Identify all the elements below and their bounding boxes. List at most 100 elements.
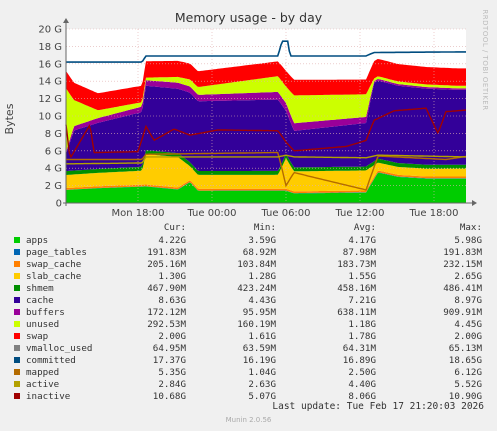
y-tick-label: 14 G <box>38 77 62 88</box>
x-tick-label: Tue 18:00 <box>408 208 458 219</box>
area-swap_cache <box>66 170 466 194</box>
legend-series-name: slab_cache <box>26 271 82 282</box>
y-tick-label: 4 G <box>45 164 62 175</box>
legend-value-max: 191.83M <box>443 247 482 258</box>
legend-series-name: committed <box>26 355 76 366</box>
legend-value-avg: 16.89G <box>342 355 376 366</box>
legend-value-max: 5.98G <box>454 235 482 246</box>
legend-series-name: swap_cache <box>26 259 82 270</box>
legend-value-min: 95.95M <box>242 307 276 318</box>
legend-swatch <box>14 369 20 375</box>
legend-row-apps: apps 4.22G 3.59G 4.17G 5.98G <box>0 235 497 246</box>
legend-value-max: 909.91M <box>443 307 482 318</box>
munin-version: Munin 2.0.56 <box>225 416 272 424</box>
legend-value-max: 10.90G <box>448 391 482 402</box>
legend-value-min: 423.24M <box>237 283 276 294</box>
area-page_tables <box>66 172 466 194</box>
legend-series-name: page_tables <box>26 247 87 258</box>
legend-series-name: vmalloc_used <box>26 343 93 354</box>
legend-value-cur: 2.84G <box>158 379 186 390</box>
legend-value-min: 160.19M <box>237 319 276 330</box>
y-tick-label: 20 G <box>38 25 62 36</box>
legend-value-avg: 8.06G <box>348 391 376 402</box>
legend-value-max: 2.65G <box>454 271 482 282</box>
legend-value-max: 65.13M <box>448 343 482 354</box>
legend-value-avg: 1.55G <box>348 271 376 282</box>
y-tick-label: 12 G <box>38 94 62 105</box>
legend-swatch <box>14 309 20 315</box>
legend-value-cur: 4.22G <box>158 235 186 246</box>
legend-value-cur: 17.37G <box>152 355 186 366</box>
y-tick-label: 18 G <box>38 42 62 53</box>
legend-series-name: swap <box>26 331 49 342</box>
legend-value-min: 63.59M <box>242 343 276 354</box>
chart-title: Memory usage - by day <box>174 10 323 25</box>
legend-value-avg: 87.98M <box>342 247 376 258</box>
legend-swatch <box>14 285 20 291</box>
legend-value-min: 68.92M <box>242 247 276 258</box>
area-swap <box>66 59 466 111</box>
legend-value-cur: 172.12M <box>147 307 186 318</box>
legend-series-name: shmem <box>26 283 54 294</box>
legend-value-avg: 458.16M <box>337 283 376 294</box>
legend-value-min: 2.63G <box>248 379 276 390</box>
legend-swatch <box>14 237 20 243</box>
legend-value-max: 18.65G <box>448 355 482 366</box>
y-tick-label: 6 G <box>45 146 62 157</box>
legend-value-min: 4.43G <box>248 295 276 306</box>
legend-swatch <box>14 249 20 255</box>
legend-swatch <box>14 357 20 363</box>
legend-header-cur: Cur: <box>163 222 186 233</box>
legend-series-name: unused <box>26 319 60 330</box>
legend-swatch <box>14 333 20 339</box>
legend-row-buffers: buffers 172.12M 95.95M 638.11M 909.91M <box>0 307 497 318</box>
x-tick-label: Tue 00:00 <box>186 208 236 219</box>
legend-row-vmalloc_used: vmalloc_used 64.95M 63.59M 64.31M 65.13M <box>0 343 497 354</box>
line-inactive <box>65 107 467 159</box>
legend-value-cur: 5.35G <box>158 367 186 378</box>
area-unused <box>66 76 466 152</box>
legend-value-avg: 4.17G <box>348 235 376 246</box>
area-shmem <box>66 150 466 175</box>
legend-swatch <box>14 393 20 399</box>
legend-value-avg: 1.78G <box>348 331 376 342</box>
legend-value-min: 1.61G <box>248 331 276 342</box>
legend-value-min: 5.07G <box>248 391 276 402</box>
legend-value-avg: 4.40G <box>348 379 376 390</box>
legend-row-committed: committed 17.37G 16.19G 16.89G 18.65G <box>0 355 497 366</box>
x-tick-label: Tue 12:00 <box>334 208 384 219</box>
y-tick-label: 8 G <box>45 129 62 140</box>
legend-header-avg: Avg: <box>353 222 376 233</box>
legend-value-min: 1.28G <box>248 271 276 282</box>
legend-row-swap: swap 2.00G 1.61G 1.78G 2.00G <box>0 331 497 342</box>
x-axis-arrow <box>472 200 477 206</box>
legend-value-min: 3.59G <box>248 235 276 246</box>
y-axis-arrow <box>63 18 69 23</box>
area-cache <box>66 80 466 172</box>
legend-series-name: apps <box>26 235 49 246</box>
y-tick-label: 0 <box>56 199 62 210</box>
legend-value-avg: 183.73M <box>337 259 376 270</box>
y-tick-label: 16 G <box>38 59 62 70</box>
legend-swatch <box>14 381 20 387</box>
legend-series-name: mapped <box>26 367 60 378</box>
x-tick-label: Tue 06:00 <box>260 208 310 219</box>
legend-value-min: 103.84M <box>237 259 276 270</box>
legend-value-avg: 638.11M <box>337 307 376 318</box>
legend-header-max: Max: <box>459 222 482 233</box>
legend-value-cur: 191.83M <box>147 247 186 258</box>
line-mapped <box>66 151 467 191</box>
legend-row-slab_cache: slab_cache 1.30G 1.28G 1.55G 2.65G <box>0 271 497 282</box>
legend-value-max: 232.15M <box>443 259 482 270</box>
legend-value-avg: 64.31M <box>342 343 376 354</box>
legend-value-cur: 8.63G <box>158 295 186 306</box>
legend-swatch <box>14 261 20 267</box>
line-active <box>66 154 466 165</box>
legend-value-min: 16.19G <box>242 355 276 366</box>
area-buffers <box>66 79 466 154</box>
legend-value-cur: 1.30G <box>158 271 186 282</box>
legend-value-cur: 64.95M <box>152 343 186 354</box>
last-update: Last update: Tue Feb 17 21:20:03 2026 <box>272 401 484 412</box>
area-apps <box>66 172 466 203</box>
legend-series-name: inactive <box>26 391 71 402</box>
